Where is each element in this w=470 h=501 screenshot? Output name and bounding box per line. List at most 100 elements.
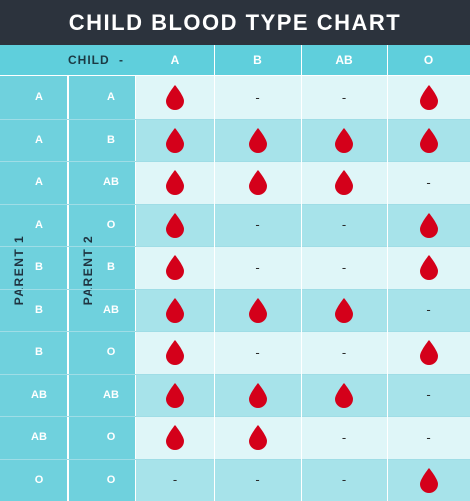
column-divider: [214, 45, 215, 501]
result-cell: [214, 161, 301, 204]
parent1-type: A: [35, 218, 43, 231]
result-cell: [301, 161, 387, 204]
parent2-type: O: [106, 218, 116, 231]
row-divider: [0, 373, 470, 375]
blood-drop-icon: [419, 339, 439, 366]
chart-title: CHILD BLOOD TYPE CHART: [0, 0, 470, 45]
parent1-type: O: [34, 473, 44, 486]
result-cell: [136, 416, 214, 459]
blood-drop-icon: [419, 467, 439, 493]
blood-drop-icon: [165, 254, 185, 281]
row-divider: [0, 161, 470, 162]
blood-drop-icon: [334, 169, 354, 196]
result-cell: -: [214, 246, 301, 289]
row-divider: [0, 246, 470, 247]
child-arrow: -: [119, 53, 124, 67]
result-cell: [136, 331, 214, 374]
result-cell: -: [387, 161, 470, 204]
blood-drop-icon: [248, 424, 268, 451]
result-cell: -: [301, 416, 387, 459]
parent1-type: AB: [31, 388, 47, 401]
column-divider: [387, 45, 388, 501]
not-possible-mark: -: [172, 472, 178, 488]
blood-drop-icon: [165, 382, 185, 408]
parent2-type: A: [107, 91, 115, 104]
blood-drop-icon: [165, 84, 185, 111]
result-cell: -: [136, 458, 214, 501]
not-possible-mark: -: [341, 429, 347, 445]
parent1-type: B: [35, 346, 43, 359]
result-cell: -: [214, 203, 301, 246]
result-cell: [387, 246, 470, 289]
parent2-type: O: [106, 346, 116, 359]
blood-drop-icon: [419, 212, 439, 238]
blood-drop-icon: [334, 382, 354, 408]
not-possible-mark: -: [255, 344, 260, 360]
result-cell: [214, 288, 301, 331]
column-header-b: B: [253, 53, 262, 67]
result-cell: -: [214, 76, 301, 119]
result-cell: [136, 373, 214, 416]
blood-drop-icon: [248, 297, 268, 323]
not-possible-mark: -: [426, 302, 431, 318]
parent1-type: AB: [31, 431, 47, 444]
blood-drop-icon: [165, 297, 185, 323]
blood-drop-icon: [419, 127, 439, 153]
parent2-type: O: [106, 473, 116, 486]
result-cell: -: [387, 373, 470, 416]
blood-drop-icon: [165, 127, 185, 153]
parent2-type: AB: [103, 388, 119, 401]
result-cell: -: [301, 246, 387, 289]
parent1-type: A: [35, 176, 43, 189]
parent1-type: B: [35, 261, 43, 274]
result-cell: -: [301, 331, 387, 374]
result-cell: -: [301, 458, 387, 501]
column-header-o: O: [423, 53, 434, 67]
result-cell: -: [214, 331, 301, 374]
result-cell: [136, 246, 214, 289]
result-cell: [387, 203, 470, 246]
blood-drop-icon: [334, 127, 354, 153]
not-possible-mark: -: [341, 89, 347, 105]
column-divider: [301, 45, 302, 501]
blood-drop-icon: [248, 127, 268, 153]
blood-drop-icon: [165, 339, 185, 366]
parent2-type: AB: [103, 176, 119, 189]
child-header-row: CHILD - A B AB O: [0, 45, 470, 75]
result-cell: [214, 118, 301, 161]
result-cell: [214, 373, 301, 416]
result-cell: -: [301, 203, 387, 246]
not-possible-mark: -: [341, 217, 347, 233]
not-possible-mark: -: [255, 472, 260, 488]
not-possible-mark: -: [426, 174, 431, 190]
result-cell: [387, 458, 470, 501]
result-cell: [301, 288, 387, 331]
blood-drop-icon: [248, 169, 268, 196]
result-cell: [136, 76, 214, 119]
result-cell: [387, 331, 470, 374]
not-possible-mark: -: [255, 89, 260, 105]
row-divider: [0, 416, 470, 417]
not-possible-mark: -: [341, 259, 347, 275]
not-possible-mark: -: [341, 344, 347, 360]
result-cell: -: [387, 416, 470, 459]
not-possible-mark: -: [426, 387, 431, 403]
result-cell: [136, 288, 214, 331]
parent1-type: B: [35, 303, 43, 316]
parent1-type: A: [35, 91, 43, 104]
result-cell: [214, 416, 301, 459]
parent2-type: B: [107, 133, 115, 146]
result-cell: -: [387, 288, 470, 331]
not-possible-mark: -: [341, 472, 347, 488]
blood-drop-icon: [165, 169, 185, 196]
parent1-type: A: [35, 133, 43, 146]
row-divider: [0, 288, 470, 290]
result-cell: [136, 161, 214, 204]
column-header-ab: AB: [335, 53, 353, 67]
result-cell: [387, 118, 470, 161]
column-header-a: A: [170, 53, 180, 67]
not-possible-mark: -: [426, 429, 431, 445]
not-possible-mark: -: [255, 259, 260, 275]
blood-drop-icon: [248, 382, 268, 408]
